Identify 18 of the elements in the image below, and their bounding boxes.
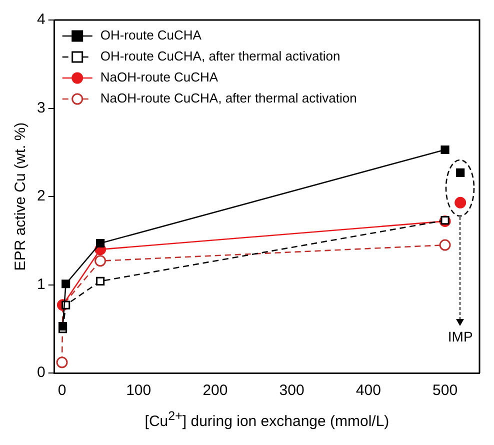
- y-tick-label: 1: [37, 276, 46, 293]
- legend-label: OH-route CuCHA: [100, 28, 202, 43]
- y-axis-title: EPR active Cu (wt. %): [12, 122, 30, 271]
- legend-label: OH-route CuCHA, after thermal activation: [100, 48, 340, 64]
- annotation: IMP: [448, 328, 473, 345]
- x-tick-label: 0: [58, 382, 66, 400]
- x-tick-label: 300: [279, 382, 304, 400]
- x-tick-label: 100: [126, 382, 152, 400]
- y-tick-label: 4: [37, 11, 46, 28]
- x-axis-title: [Cu$^{2+}$] during ion exchange (mmol/L): [144, 409, 390, 430]
- y-tick-label: 2: [37, 188, 46, 205]
- x-tick-label: 200: [202, 382, 228, 400]
- y-tick-label: 0: [37, 364, 46, 382]
- x-tick-label: 400: [356, 382, 381, 400]
- x-tick-label: 500: [432, 382, 458, 400]
- legend-label: NaOH-route CuCHA: [100, 70, 218, 85]
- y-tick-label: 3: [37, 99, 46, 116]
- legend-label: NaOH-route CuCHA, after thermal activation: [100, 90, 357, 106]
